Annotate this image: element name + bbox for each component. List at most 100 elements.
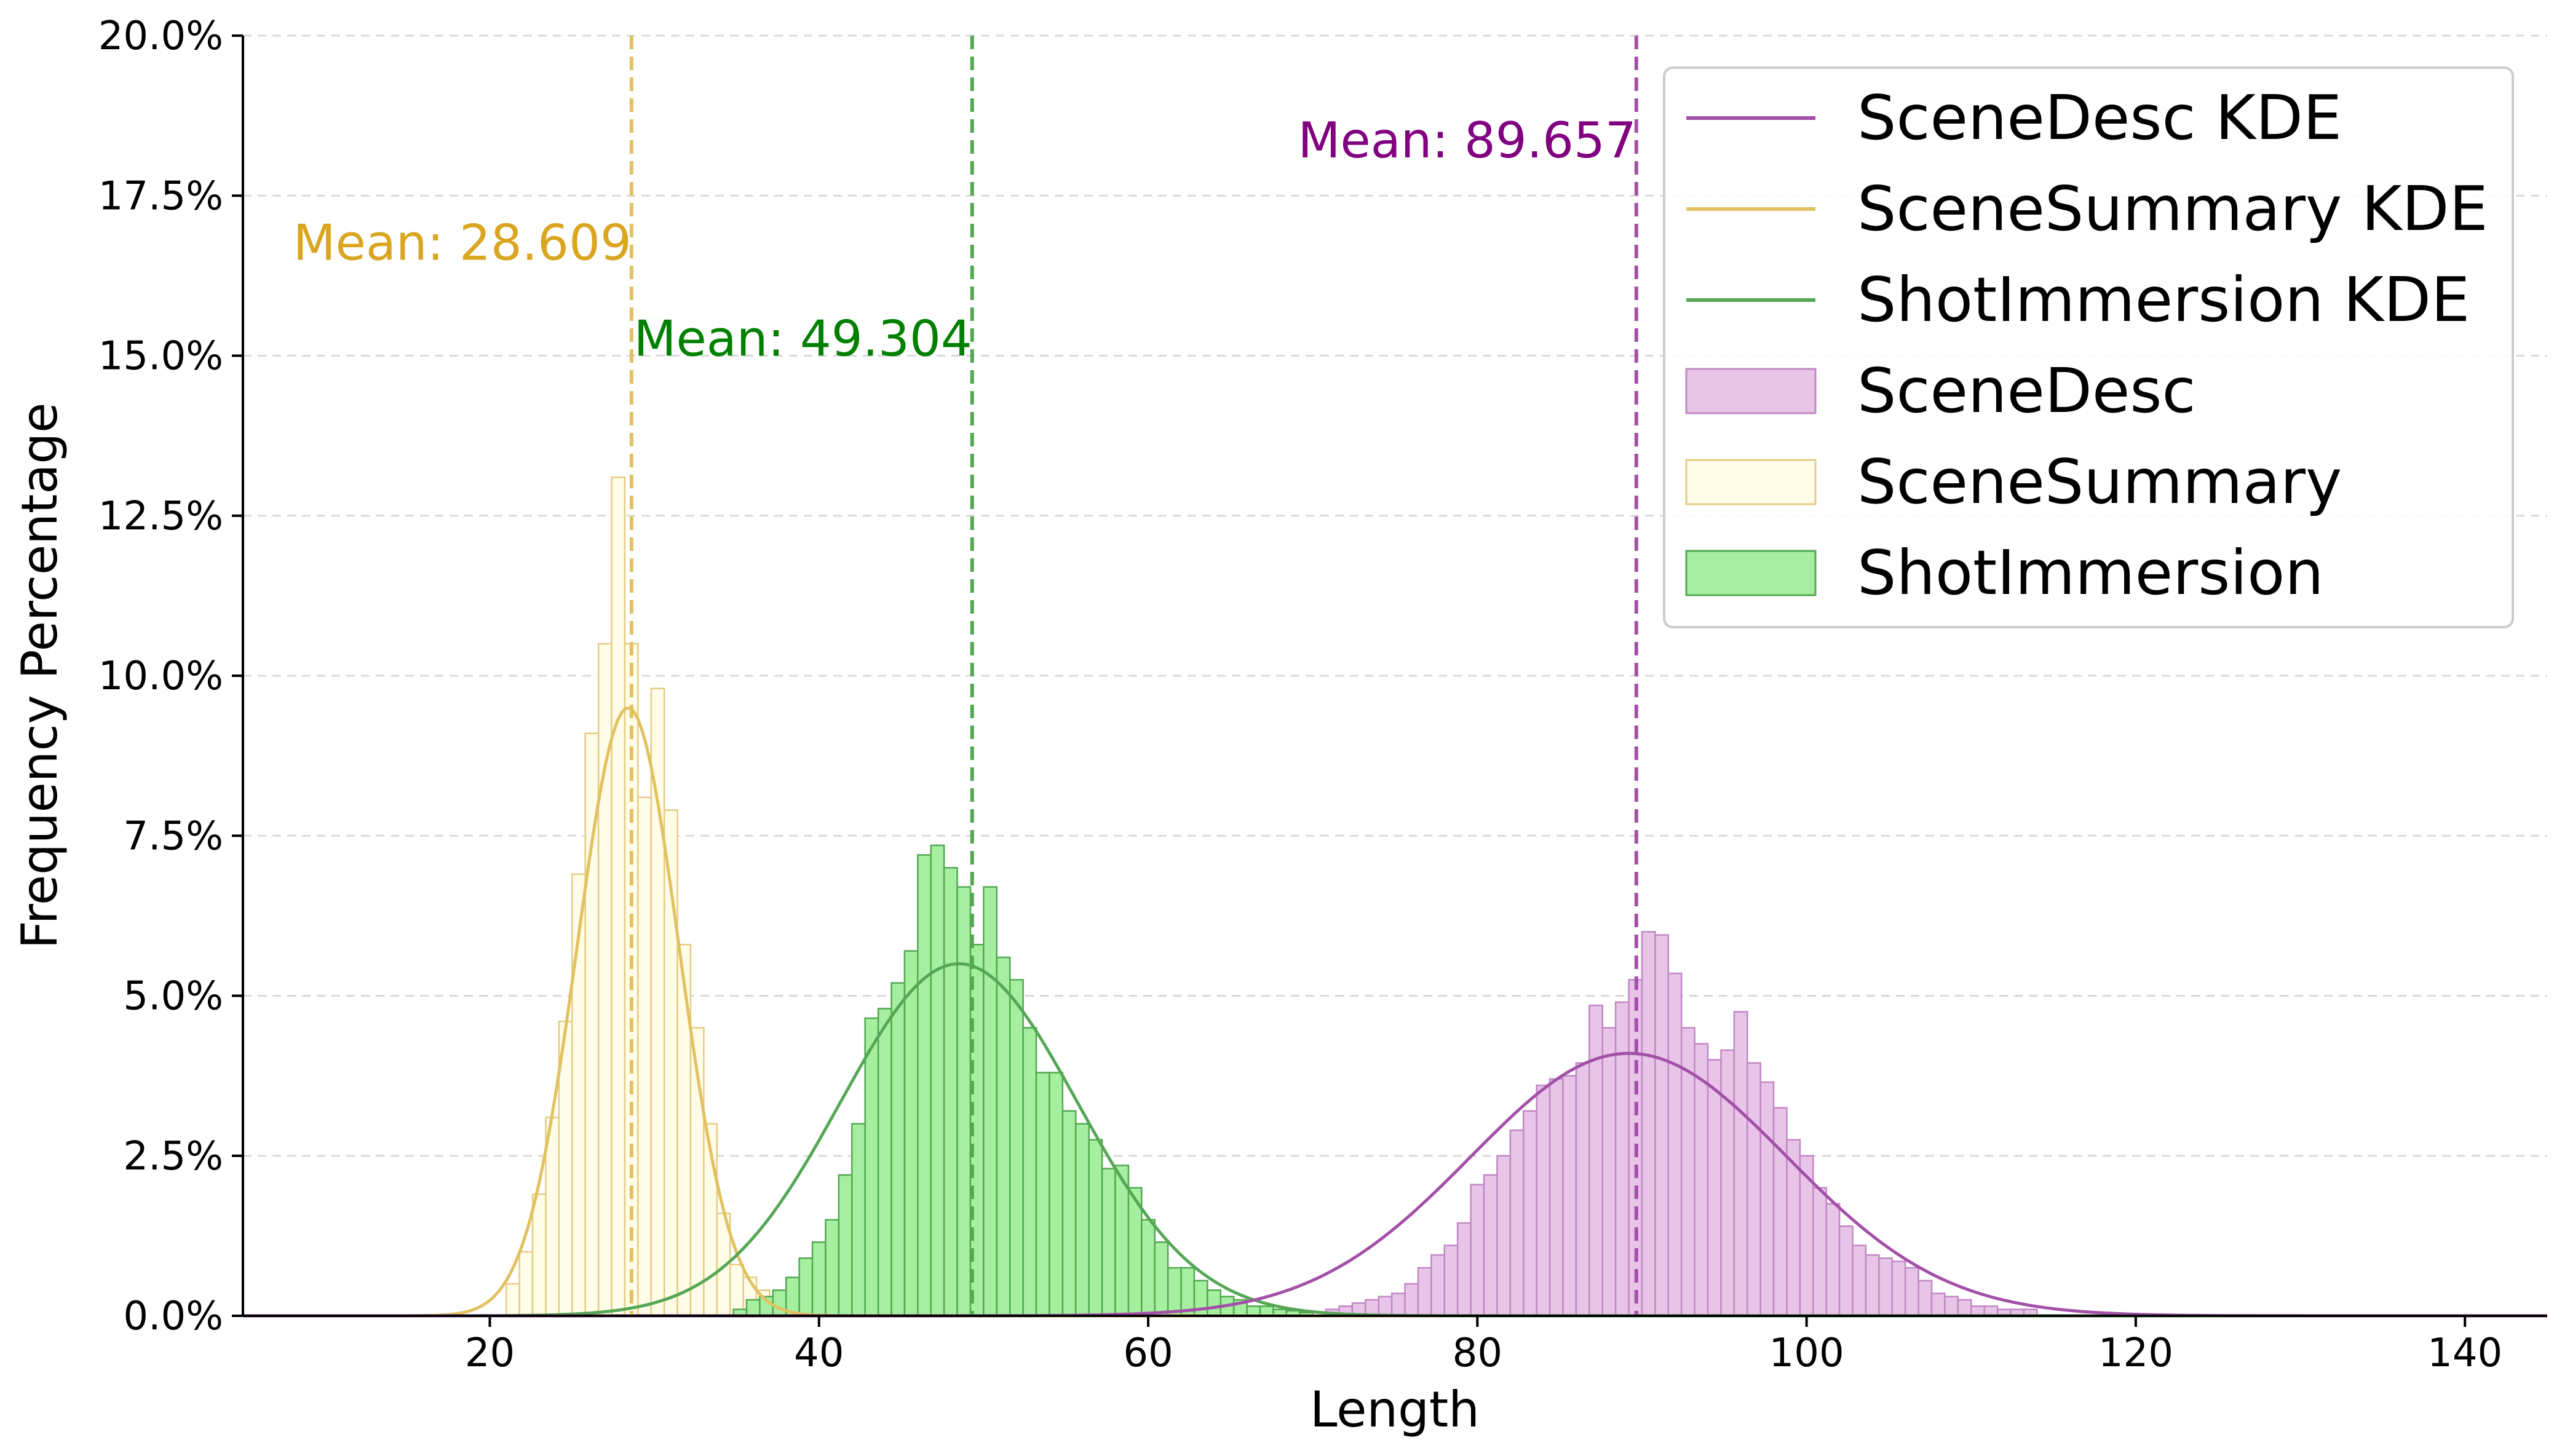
- histogram-bar-scenedesc: [1838, 1225, 1854, 1317]
- legend-label: ShotImmersion: [1857, 537, 2324, 609]
- mean-label: Mean: 28.609: [293, 214, 632, 271]
- y-tick-label: 20.0%: [98, 14, 223, 59]
- histogram-bar-shotimmersion: [996, 956, 1011, 1317]
- y-tick-label: 2.5%: [123, 1134, 223, 1179]
- x-tick-label: 100: [1769, 1331, 1844, 1376]
- histogram-bar-shotimmersion: [877, 1008, 892, 1317]
- histogram-bar-scenedesc: [1417, 1267, 1432, 1317]
- legend: SceneDesc KDE SceneSummary KDE ShotImmersi…: [1663, 66, 2514, 628]
- x-tick-label: 40: [794, 1331, 844, 1376]
- ticks-layer: 20 40 60 80 100 120 140 0.0% 2.5% 5.0% 7.5% 10.0% 12…: [98, 14, 2503, 1376]
- histogram-bar-shotimmersion: [903, 950, 919, 1317]
- legend-label: SceneSummary KDE: [1857, 173, 2488, 245]
- histogram-bar-scenesummary: [637, 796, 652, 1317]
- histogram-bar-shotimmersion: [1207, 1289, 1222, 1317]
- histogram-bar-shotimmersion: [1167, 1267, 1182, 1317]
- histogram-bar-shotimmersion: [772, 1289, 787, 1317]
- y-tick-label: 0.0%: [123, 1294, 223, 1339]
- histogram-bar-shotimmersion: [1049, 1072, 1064, 1317]
- histogram-bar-shotimmersion: [1022, 1027, 1037, 1317]
- legend-key-patch: [1685, 459, 1817, 505]
- legend-key-patch: [1685, 368, 1817, 414]
- x-tick-label: 120: [2098, 1331, 2173, 1376]
- histogram-bar-shotimmersion: [825, 1219, 840, 1317]
- histogram-bar-shotimmersion: [838, 1174, 853, 1317]
- histogram-bar-scenedesc: [1536, 1084, 1551, 1317]
- histogram-bar-scenedesc: [1930, 1292, 1946, 1317]
- histogram-bar-shotimmersion: [917, 854, 932, 1317]
- histogram-bar-shotimmersion: [983, 886, 998, 1317]
- histogram-bar-scenedesc: [1944, 1296, 1959, 1317]
- histogram-bar-scenedesc: [1747, 1062, 1761, 1317]
- x-tick-label: 140: [2427, 1331, 2502, 1376]
- legend-key-patch: [1685, 550, 1817, 596]
- y-tick-label: 12.5%: [98, 494, 223, 539]
- mean-label: Mean: 49.304: [633, 311, 972, 368]
- histogram-bar-shotimmersion: [943, 867, 958, 1317]
- histogram-bar-shotimmersion: [1075, 1123, 1090, 1317]
- histogram-bar-shotimmersion: [1088, 1139, 1103, 1317]
- histogram-bar-scenedesc: [1707, 1059, 1722, 1317]
- histogram-bar-scenedesc: [1430, 1254, 1446, 1317]
- histogram-bar-scenesummary: [676, 943, 692, 1317]
- histogram-bar-shotimmersion: [890, 982, 906, 1317]
- legend-label: SceneSummary: [1857, 446, 2342, 518]
- histogram-bar-shotimmersion: [851, 1123, 866, 1317]
- histogram-bar-scenedesc: [1562, 1075, 1577, 1317]
- legend-label: SceneDesc KDE: [1857, 82, 2342, 154]
- y-tick-label: 5.0%: [123, 974, 223, 1019]
- histogram-bar-scenedesc: [1720, 1049, 1735, 1317]
- legend-frame: [1663, 66, 2514, 628]
- histogram-bar-shotimmersion: [1061, 1110, 1077, 1317]
- y-axis-label: Frequency Percentage: [11, 403, 68, 949]
- mean-label: Mean: 89.657: [1298, 112, 1636, 169]
- histogram-bar-shotimmersion: [956, 886, 972, 1317]
- bars-layer: [505, 477, 2038, 1317]
- histogram-bar-scenedesc: [1772, 1107, 1788, 1317]
- histogram-bar-scenedesc: [1733, 1011, 1748, 1317]
- histogram-bar-scenedesc: [1509, 1129, 1525, 1317]
- y-tick-label: 15.0%: [98, 334, 223, 379]
- x-tick-label: 80: [1453, 1331, 1502, 1376]
- x-axis-label: Length: [1310, 1381, 1480, 1438]
- histogram-bar-scenedesc: [1904, 1267, 1919, 1317]
- histogram-bar-scenedesc: [1812, 1187, 1827, 1317]
- histogram-bar-scenedesc: [1404, 1283, 1419, 1317]
- x-tick-label: 60: [1123, 1331, 1173, 1376]
- histogram-bar-scenedesc: [1654, 934, 1670, 1317]
- histogram-bar-scenesummary: [531, 1193, 547, 1317]
- y-tick-label: 7.5%: [123, 813, 223, 859]
- y-tick-label: 10.0%: [98, 654, 223, 699]
- histogram-bar-scenedesc: [1456, 1222, 1472, 1317]
- histogram-bar-scenedesc: [1891, 1260, 1906, 1317]
- histogram-bar-scenedesc: [1443, 1244, 1459, 1317]
- histogram-bar-shotimmersion: [1101, 1168, 1116, 1317]
- histogram-bar-shotimmersion: [1035, 1072, 1050, 1317]
- histogram-bar-scenedesc: [1641, 931, 1656, 1317]
- histogram-bar-scenesummary: [611, 477, 626, 1317]
- legend-label: SceneDesc: [1857, 355, 2196, 427]
- histogram-bar-scenedesc: [1825, 1203, 1841, 1317]
- histogram-bar-scenedesc: [1852, 1244, 1867, 1317]
- histogram-bar-scenedesc: [1575, 1062, 1590, 1317]
- histogram-bar-scenedesc: [1549, 1078, 1564, 1317]
- histogram-bar-scenedesc: [1759, 1081, 1775, 1317]
- histogram-bar-scenedesc: [1496, 1155, 1512, 1317]
- histogram-bar-scenesummary: [729, 1264, 744, 1317]
- histogram-bar-scenedesc: [1918, 1280, 1933, 1317]
- histogram-bar-scenedesc: [1667, 972, 1683, 1317]
- histogram-bar-scenedesc: [1470, 1184, 1485, 1317]
- histogram-bar-scenesummary: [505, 1283, 520, 1317]
- legend-label: ShotImmersion KDE: [1857, 264, 2470, 336]
- histogram-bar-scenedesc: [1588, 1004, 1603, 1317]
- histogram-bar-scenedesc: [1865, 1254, 1880, 1317]
- histogram-bar-scenedesc: [1601, 1027, 1617, 1317]
- histogram-bar-scenedesc: [1523, 1110, 1537, 1317]
- histogram-bar-shotimmersion: [745, 1299, 761, 1317]
- histogram-bar-scenedesc: [1483, 1174, 1498, 1317]
- histogram-bar-scenesummary: [518, 1251, 534, 1317]
- histogram-bar-scenedesc: [1957, 1299, 1972, 1317]
- histogram-bar-shotimmersion: [811, 1241, 827, 1317]
